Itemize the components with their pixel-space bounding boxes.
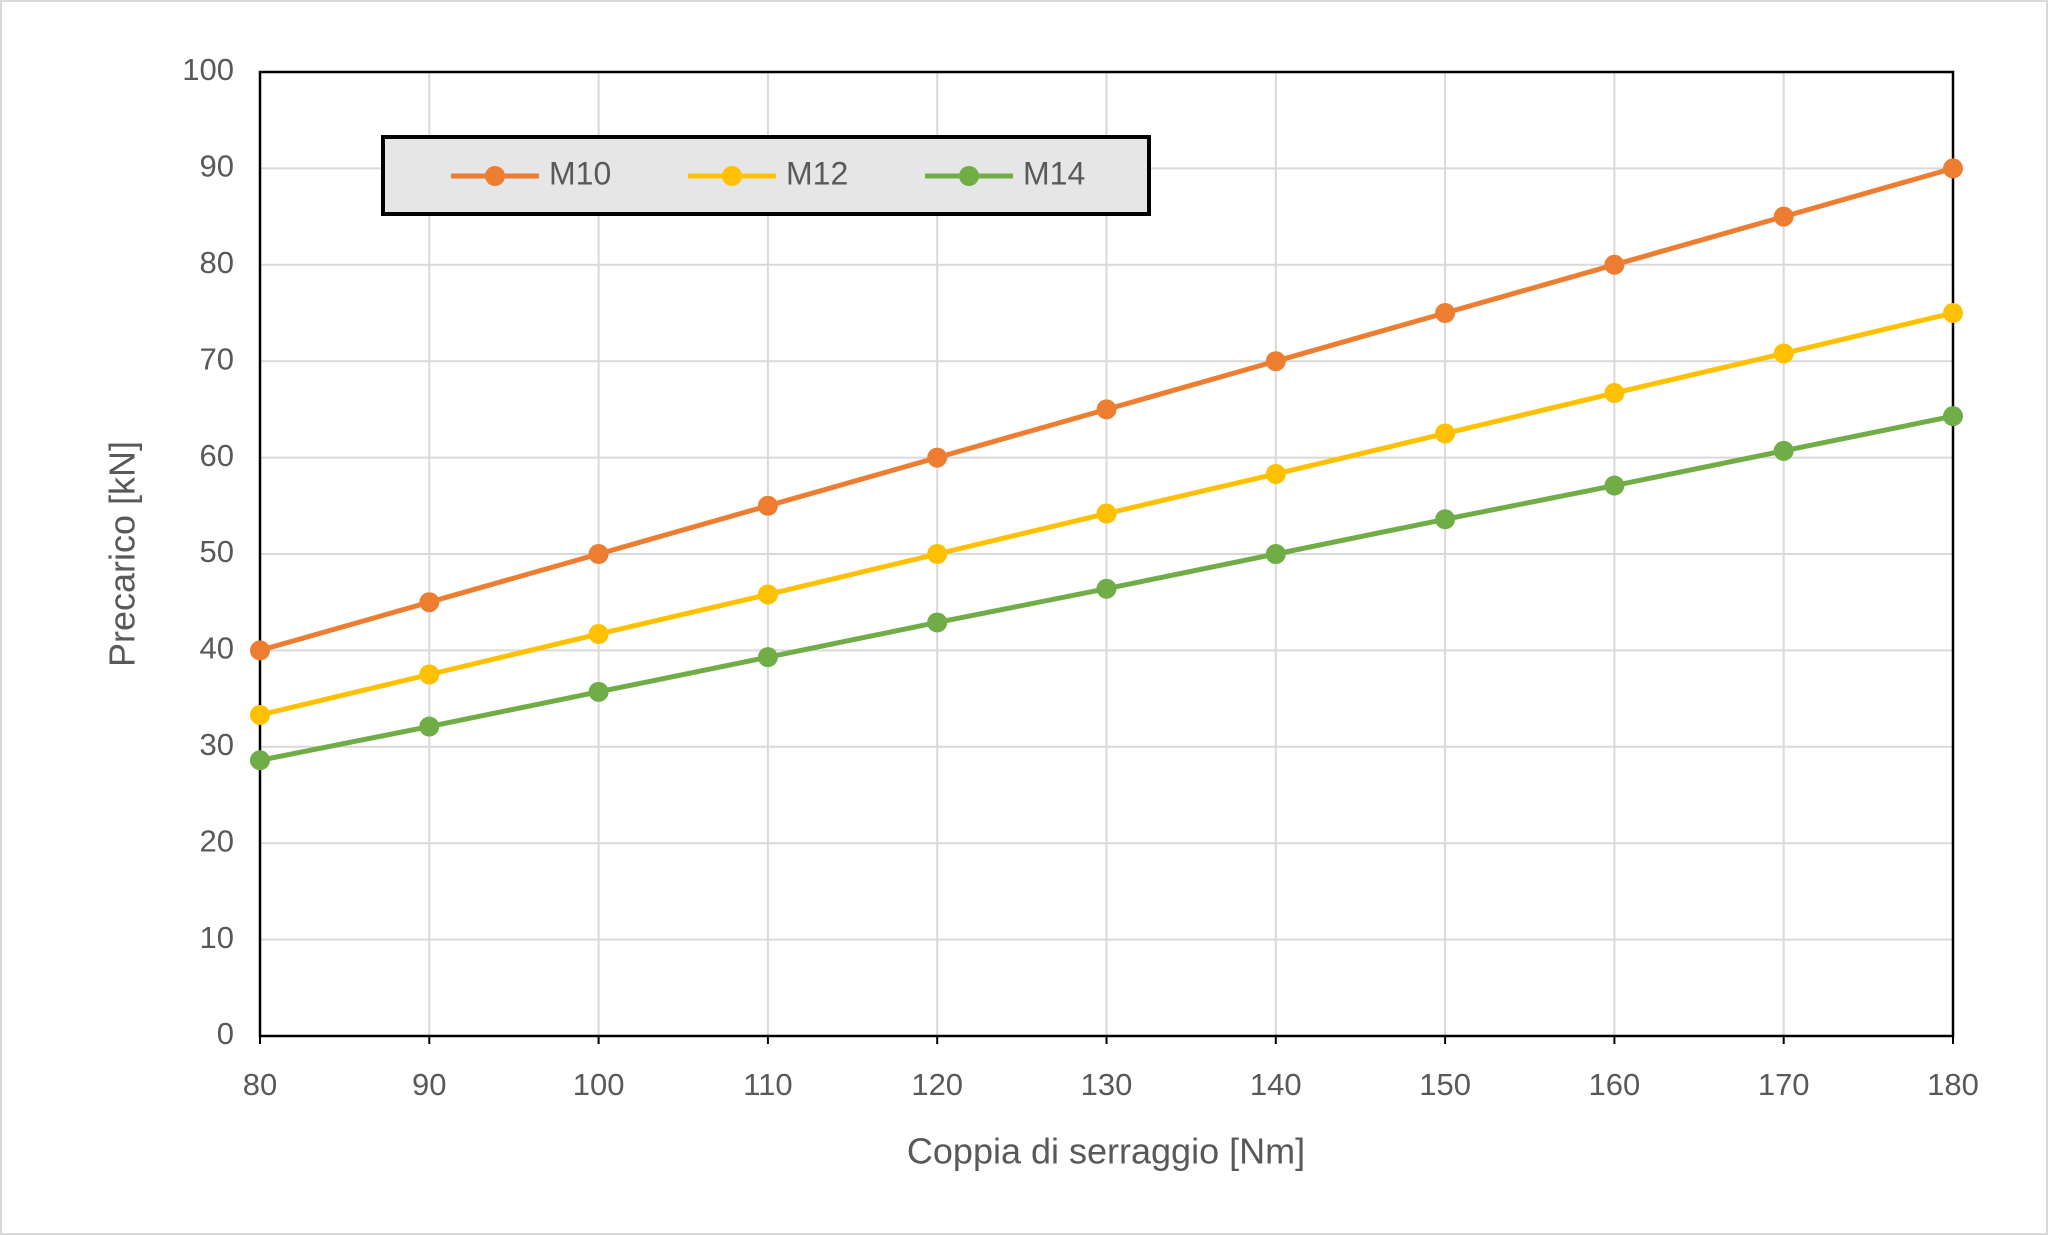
data-point	[1773, 343, 1794, 364]
legend-label: M12	[786, 155, 848, 191]
data-point	[1435, 303, 1456, 323]
y-tick-label: 40	[200, 631, 234, 666]
y-tick-label: 50	[200, 534, 234, 569]
y-tick-label: 100	[182, 52, 234, 87]
data-point	[757, 495, 778, 516]
x-tick-label: 90	[412, 1067, 446, 1102]
data-point	[250, 750, 270, 771]
x-tick-label: 130	[1081, 1067, 1133, 1102]
legend-label: M14	[1023, 155, 1085, 191]
data-point	[927, 447, 948, 468]
y-tick-label: 10	[200, 920, 234, 955]
y-tick-label: 20	[200, 823, 234, 858]
x-tick-label: 160	[1589, 1067, 1641, 1102]
data-point	[1096, 399, 1117, 420]
data-point	[588, 544, 609, 564]
legend-marker	[485, 166, 505, 186]
x-axis-title: Coppia di serraggio [Nm]	[907, 1131, 1305, 1172]
data-point	[1096, 578, 1117, 599]
y-tick-label: 80	[200, 245, 234, 280]
plot-frame	[258, 70, 1955, 1038]
data-point	[588, 624, 609, 645]
y-tick-label: 70	[200, 341, 234, 376]
y-tick-label: 60	[200, 438, 234, 473]
data-point	[419, 592, 440, 613]
data-point	[927, 544, 948, 564]
data-point	[1604, 254, 1625, 275]
data-point	[1265, 544, 1286, 564]
x-tick-label: 180	[1927, 1067, 1979, 1102]
x-tick-label: 80	[243, 1067, 277, 1102]
data-point	[588, 681, 609, 702]
data-point	[1943, 158, 1963, 179]
data-point	[927, 612, 948, 633]
x-tick-label: 100	[573, 1067, 625, 1102]
data-point	[250, 640, 270, 661]
data-point	[1773, 206, 1794, 227]
data-point	[1435, 509, 1456, 530]
legend-label: M10	[549, 155, 611, 191]
legend-marker	[959, 166, 979, 186]
y-tick-label: 0	[217, 1016, 234, 1051]
data-point	[1773, 440, 1794, 461]
y-axis-title: Precarico [kN]	[102, 441, 143, 667]
data-point	[1265, 463, 1286, 484]
data-point	[419, 664, 440, 685]
legend-marker	[722, 166, 742, 186]
x-tick-label: 120	[911, 1067, 963, 1102]
data-point	[1604, 383, 1625, 404]
data-point	[1435, 423, 1456, 444]
y-tick-label: 90	[200, 149, 234, 184]
data-point	[1096, 503, 1117, 524]
data-point	[1265, 351, 1286, 372]
x-tick-label: 170	[1758, 1067, 1810, 1102]
data-point	[250, 704, 270, 725]
data-point	[419, 716, 440, 737]
data-point	[757, 647, 778, 668]
data-point	[1943, 303, 1963, 323]
data-point	[757, 584, 778, 605]
y-tick-label: 30	[200, 727, 234, 762]
x-tick-label: 140	[1250, 1067, 1302, 1102]
x-tick-label: 150	[1419, 1067, 1471, 1102]
data-point	[1943, 406, 1963, 427]
data-point	[1604, 475, 1625, 496]
x-tick-label: 110	[743, 1067, 792, 1102]
